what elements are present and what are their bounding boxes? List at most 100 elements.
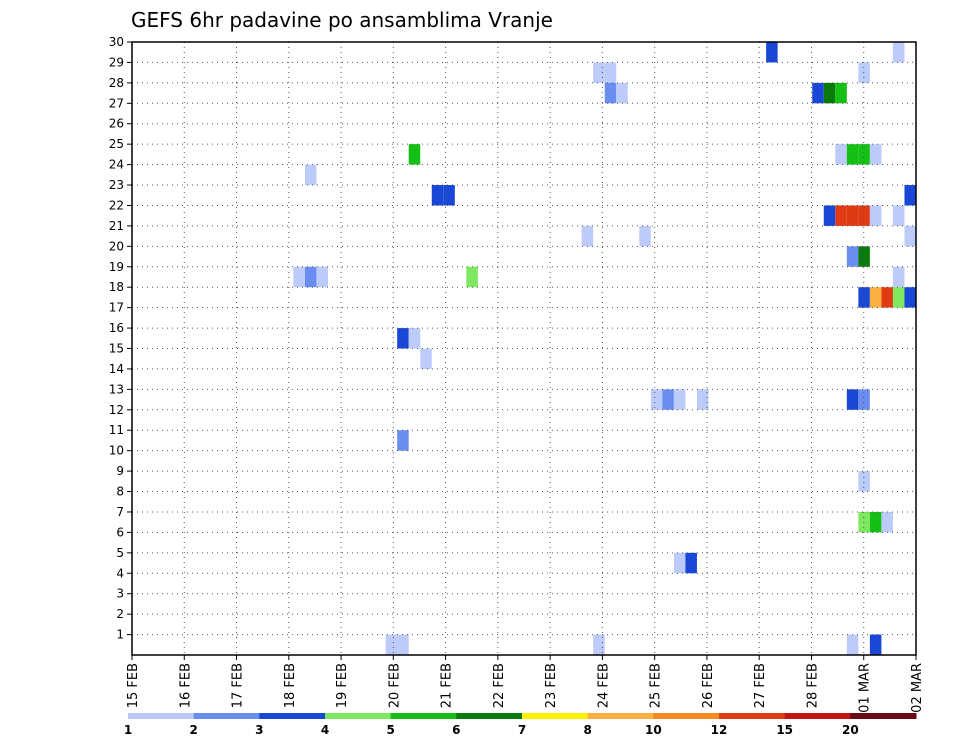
colorbar-tick-label: 4: [321, 723, 329, 737]
y-tick-label: 4: [116, 566, 124, 580]
colorbar-tick-label: 10: [645, 723, 662, 737]
colorbar-tick-label: 3: [255, 723, 263, 737]
y-tick-label: 25: [109, 137, 124, 151]
colorbar-segment: [259, 713, 326, 719]
heatmap-cell: [616, 82, 628, 104]
y-tick-label: 20: [109, 239, 124, 253]
colorbar-tick-label: 5: [386, 723, 394, 737]
y-tick-label: 24: [109, 158, 124, 172]
heatmap-cell: [858, 144, 870, 165]
heatmap-cell: [881, 287, 893, 308]
heatmap-cell: [904, 225, 916, 247]
y-tick-label: 15: [109, 342, 124, 356]
x-tick-label: 21 FEB: [440, 663, 455, 708]
y-tick-label: 6: [116, 525, 124, 539]
heatmap-cell: [581, 225, 594, 247]
heatmap-cell: [812, 82, 824, 104]
colorbar-tick-label: 12: [711, 723, 728, 737]
heatmap-cell: [304, 164, 317, 186]
heatmap-cell: [593, 634, 605, 655]
heatmap-cell: [892, 287, 905, 308]
x-tick-label: 16 FEB: [178, 663, 193, 708]
y-tick-label: 16: [109, 321, 124, 335]
colorbar-segment: [784, 713, 851, 719]
heatmap-cell: [650, 389, 663, 410]
colorbar-tick-label: 20: [842, 723, 859, 737]
heatmap-cell: [846, 389, 859, 410]
heatmap-cell: [823, 82, 836, 104]
heatmap-cell: [397, 328, 409, 349]
heatmap-cell: [385, 634, 398, 655]
colorbar-tick-label: 6: [452, 723, 460, 737]
colorbar-segment: [456, 713, 523, 719]
y-tick-label: 22: [109, 198, 124, 212]
heatmap-cell: [397, 634, 409, 655]
x-tick-label: 02 MAR: [910, 663, 925, 713]
heatmap-cell: [881, 511, 893, 533]
x-tick-label: 28 FEB: [805, 663, 820, 708]
heatmap-cell: [869, 144, 882, 165]
heatmap-cell: [604, 82, 617, 104]
x-tick-label: 19 FEB: [335, 663, 350, 708]
x-tick-label: 01 MAR: [858, 663, 873, 713]
heatmap-cell: [823, 205, 836, 226]
colorbar-tick-label: 15: [776, 723, 793, 737]
colorbar-segment: [719, 713, 786, 719]
colorbar-tick-label: 1: [124, 723, 132, 737]
heatmap-cell: [846, 144, 859, 165]
y-tick-label: 21: [109, 219, 124, 233]
x-tick-label: 18 FEB: [283, 663, 298, 708]
x-tick-label: 15 FEB: [126, 663, 141, 708]
colorbar-segment: [850, 713, 917, 719]
x-tick-label: 23 FEB: [544, 663, 559, 708]
y-tick-label: 1: [116, 628, 124, 642]
y-tick-label: 9: [116, 464, 124, 478]
y-tick-label: 29: [109, 55, 124, 69]
heatmap-cell: [766, 42, 778, 63]
heatmap-cell: [443, 185, 455, 206]
heatmap-cell: [869, 511, 882, 533]
y-tick-label: 27: [109, 96, 124, 110]
y-tick-label: 17: [109, 301, 124, 315]
heatmap-cell: [604, 62, 617, 83]
y-tick-label: 3: [116, 587, 124, 601]
heatmap-cells: [293, 42, 916, 655]
heatmap-cell: [593, 62, 605, 83]
x-axis: 15 FEB 16 FEB 17 FEB 18 FEB 19 FEB 20 FEB 21 F…: [126, 655, 925, 713]
colorbar-segment: [325, 713, 392, 719]
colorbar-segment: [193, 713, 260, 719]
colorbar: 1 2 3 4 5 6 7 8 10 12 15 20: [124, 713, 917, 737]
heatmap-cell: [892, 266, 905, 288]
y-tick-label: 23: [109, 178, 124, 192]
grid: [132, 42, 916, 655]
heatmap-cell: [696, 389, 709, 410]
plot-frame: [131, 41, 917, 656]
heatmap-cell: [304, 266, 317, 288]
heatmap-cell: [869, 205, 882, 226]
heatmap-cell: [858, 471, 870, 492]
heatmap-cell: [892, 42, 905, 63]
y-tick-label: 8: [116, 485, 124, 499]
x-tick-label: 22 FEB: [492, 663, 507, 708]
heatmap-cell: [904, 185, 916, 206]
colorbar-tick-label: 2: [189, 723, 197, 737]
y-tick-label: 28: [109, 76, 124, 90]
heatmap-cell: [673, 389, 686, 410]
heatmap-cell: [858, 205, 870, 226]
heatmap-cell: [420, 348, 432, 369]
heatmap-cell: [846, 205, 859, 226]
heatmap-cell: [662, 389, 674, 410]
y-tick-label: 2: [116, 607, 124, 621]
heatmap-cell: [835, 82, 847, 104]
heatmap-cell: [892, 205, 905, 226]
heatmap-cell: [293, 266, 305, 288]
y-tick-label: 5: [116, 546, 124, 560]
heatmap-cell: [316, 266, 328, 288]
colorbar-segment: [522, 713, 589, 719]
heatmap-cell: [869, 634, 882, 655]
heatmap-cell: [869, 287, 882, 308]
y-tick-label: 14: [109, 362, 124, 376]
colorbar-segment: [653, 713, 720, 719]
x-tick-label: 26 FEB: [701, 663, 716, 708]
